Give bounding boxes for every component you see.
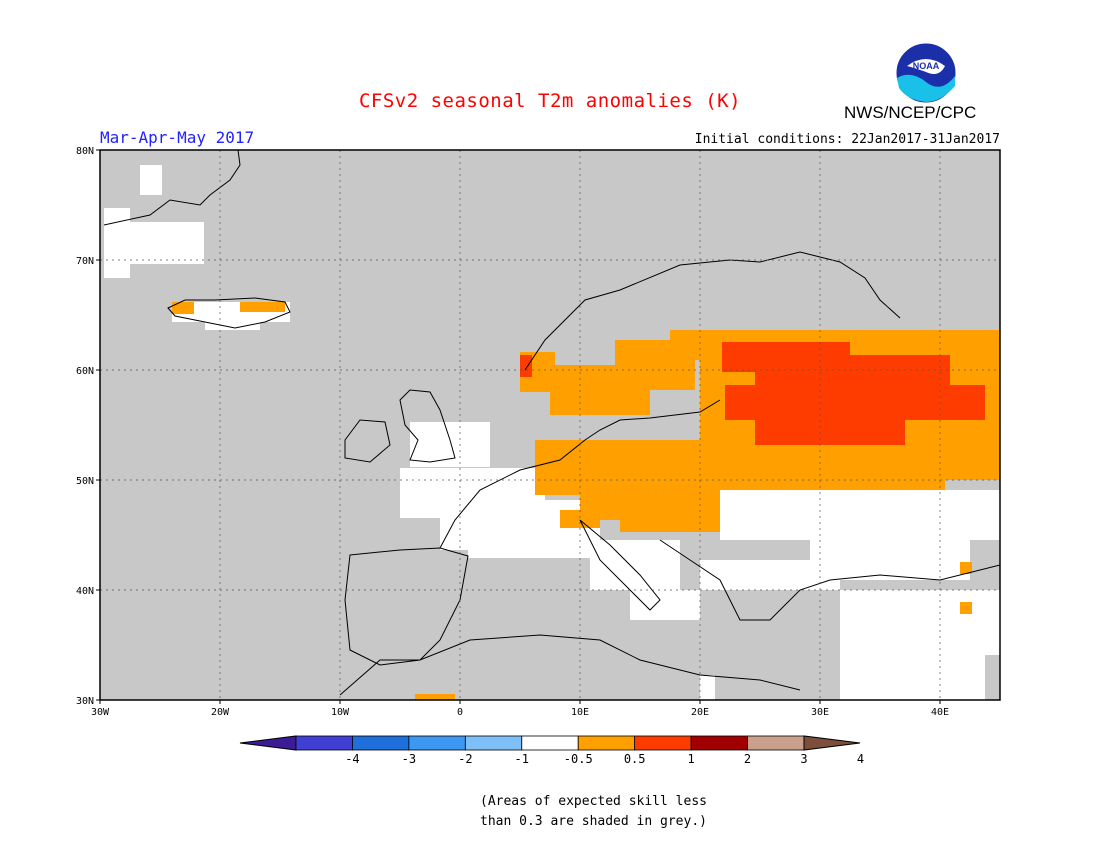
noaa-logo-text: NOAA <box>913 61 940 71</box>
anomaly-fill-layer <box>104 165 1000 700</box>
anomaly-region-white <box>140 165 162 195</box>
lat-tick-label: 70N <box>76 256 94 267</box>
initial-conditions-label: Initial conditions: 22Jan2017-31Jan2017 <box>694 132 1000 147</box>
anomaly-region-white <box>410 422 490 467</box>
lon-tick-labels: 30W 20W 10W 0 10E 20E 30E 40E <box>91 700 949 718</box>
colorbar-label: 4 <box>856 752 865 766</box>
colorbar-swatch <box>295 735 353 751</box>
anomaly-region-white <box>720 490 1000 540</box>
coastline-britain <box>399 389 456 463</box>
lat-tick-label: 40N <box>76 586 94 597</box>
anomaly-region-orange <box>415 694 455 700</box>
anomaly-region-white <box>104 222 204 264</box>
coastline-iberia <box>344 547 469 666</box>
colorbar-high-arrow <box>803 735 861 751</box>
noaa-logo: NOAA <box>895 42 957 104</box>
anomaly-region-white <box>840 590 1000 700</box>
colorbar-swatch <box>577 735 636 751</box>
colorbar-label: -4 <box>345 752 360 766</box>
colorbar <box>239 735 861 751</box>
anomaly-region-white <box>468 540 608 558</box>
anomaly-region-orange <box>172 302 194 314</box>
lat-tick-label: 60N <box>76 366 94 377</box>
colorbar-swatch <box>521 735 579 751</box>
colorbar-label: -2 <box>458 752 473 766</box>
lon-tick-label: 0 <box>457 707 463 718</box>
lon-tick-label: 10W <box>331 707 350 718</box>
colorbar-label: -1 <box>514 752 529 766</box>
anomaly-region-white <box>205 318 260 330</box>
coastline-africa <box>339 634 801 696</box>
map-frame <box>99 149 1001 701</box>
anomaly-region-white <box>700 560 840 590</box>
coastline-italy <box>579 519 661 611</box>
anomaly-region-white <box>630 590 700 620</box>
coastline-layer <box>103 149 1001 696</box>
colorbar-label: 3 <box>800 752 808 766</box>
coastline-balkans <box>659 539 1001 621</box>
lon-tick-label: 40E <box>931 707 949 718</box>
anomaly-region-orange <box>620 510 750 532</box>
coastline-scandinavia <box>524 251 901 371</box>
lat-tick-label: 50N <box>76 476 94 487</box>
map-title: CFSv2 seasonal T2m anomalies (K) <box>358 90 742 112</box>
coastline-iceland <box>167 297 291 329</box>
colorbar-swatch <box>352 735 410 751</box>
anomaly-region-red <box>755 410 905 445</box>
colorbar-label: 2 <box>743 752 752 766</box>
colorbar-swatch <box>464 735 523 751</box>
anomaly-region-orange <box>960 562 972 574</box>
lat-tick-label: 30N <box>76 696 94 707</box>
lon-tick-label: 30W <box>91 707 110 718</box>
lon-tick-label: 10E <box>571 707 589 718</box>
colorbar-label: 0.5 <box>623 752 646 766</box>
anomaly-region-orange <box>240 302 285 312</box>
colorbar-label: 1 <box>687 752 695 766</box>
lat-tick-labels: 30N 40N 50N 60N 70N 80N <box>76 146 100 707</box>
agency-label: NWS/NCEP/CPC <box>844 103 977 122</box>
anomaly-region-grey <box>985 655 1000 700</box>
colorbar-low-arrow <box>239 735 297 751</box>
colorbar-label: -0.5 <box>563 752 593 766</box>
coastline-ireland <box>344 419 391 463</box>
anomaly-region-white <box>700 675 715 700</box>
colorbar-swatch <box>690 735 748 751</box>
season-label: Mar-Apr-May 2017 <box>100 128 255 147</box>
anomaly-region-orange <box>560 510 600 528</box>
colorbar-label: -3 <box>401 752 417 766</box>
lon-tick-label: 20W <box>211 707 230 718</box>
coastline-europe <box>439 399 721 549</box>
lon-tick-label: 30E <box>811 707 829 718</box>
colorbar-swatch <box>408 735 466 751</box>
anomaly-region-red <box>520 355 532 377</box>
anomaly-region-white <box>590 540 680 590</box>
lat-tick-label: 80N <box>76 146 94 157</box>
colorbar-swatch <box>634 735 692 751</box>
skill-note: (Areas of expected skill less than 0.3 a… <box>480 792 707 832</box>
coastline-greenland <box>103 149 241 226</box>
lon-tick-label: 20E <box>691 707 709 718</box>
anomaly-region-orange <box>960 602 972 614</box>
skill-note-line-1: (Areas of expected skill less <box>480 794 707 809</box>
colorbar-swatch <box>747 735 805 751</box>
skill-note-line-2: than 0.3 are shaded in grey.) <box>480 814 707 829</box>
